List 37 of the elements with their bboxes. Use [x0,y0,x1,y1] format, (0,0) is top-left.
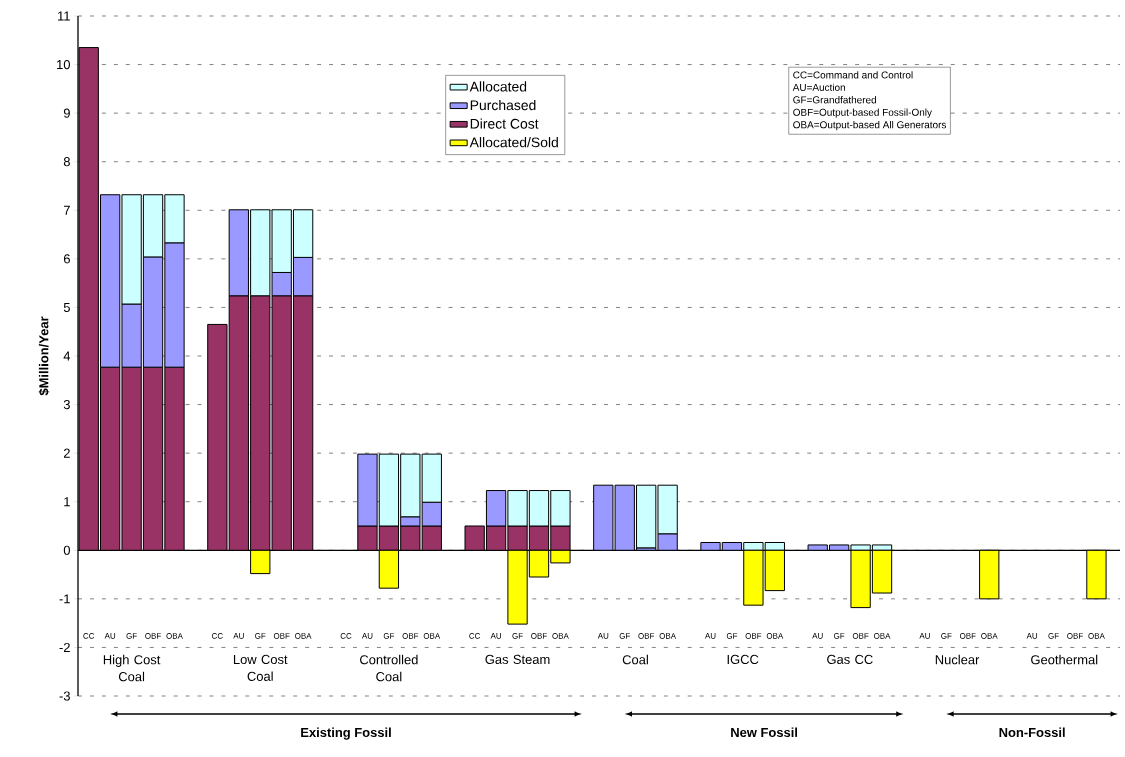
y-tick-label: 11 [58,11,70,21]
annotation: AU=Auction [792,83,845,91]
annotation: OBA=Output-based All Generators [793,120,947,131]
y-tick-label: 6 [63,254,70,264]
y-axis-title: $Million/Year [38,316,50,396]
text: New Fossil [731,727,798,738]
annotation: Gas CC [827,654,873,664]
annotation: High Cost Coal [103,654,161,682]
y-tick-label: 4 [63,351,71,361]
y-tick-label: 3 [63,399,70,410]
text: Existing Fossil [301,727,391,740]
y-tick-label: 1 [64,497,70,507]
legend-label: Direct Cost [470,118,539,129]
legend-label: Allocated/Sold [469,137,558,148]
annotation: OBF=Output-based Fossil-Only [793,108,932,118]
y-tick-label: 2 [63,448,70,458]
annotation: IGCC [727,654,759,664]
legend-label: Purchased [470,99,536,111]
annotation: GF=Grandfathered [793,96,876,104]
y-tick-label: 5 [63,302,70,312]
y-tick-label: 9 [63,108,70,118]
y-tick-label: -1 [59,594,70,604]
annotation: Geothermal [1031,654,1098,665]
annotation: Low Cost Coal [233,654,288,681]
annotation: CC=Command and Control [793,71,913,79]
legend-label: Allocated [469,81,527,92]
y-tick-label: 0 [63,545,70,555]
text: Non-Fossil [999,727,1065,738]
y-tick-label: 8 [63,157,70,167]
y-tick-label: -2 [59,642,70,652]
annotation: Gas Steam [485,654,550,664]
y-tick-label: -3 [59,691,70,701]
y-tick-label: 10 [57,59,70,70]
annotation: Nuclear [935,654,980,665]
y-tick-label: 7 [63,205,70,215]
annotation: Controlled Coal [360,654,418,682]
annotation: Coal [622,654,648,665]
